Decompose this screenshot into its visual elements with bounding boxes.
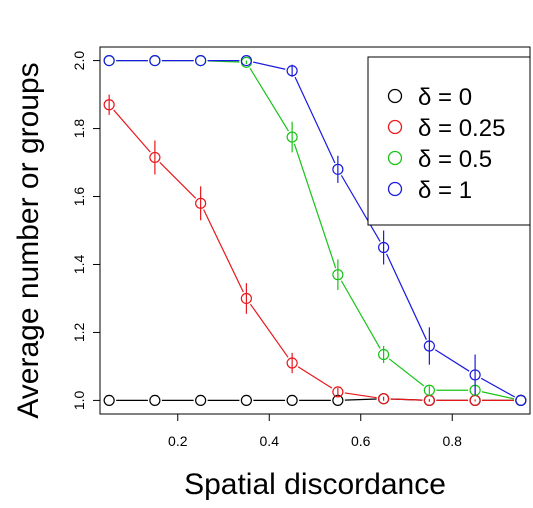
x-axis-title: Spatial discordance [184, 468, 446, 501]
data-point [103, 394, 115, 407]
data-point [515, 394, 527, 407]
data-point [286, 394, 298, 407]
series-line-segment [344, 398, 377, 401]
y-tick-label: 1.6 [71, 187, 87, 207]
series-line-segment [481, 391, 515, 400]
y-tick-label: 1.8 [71, 119, 87, 139]
series-line-segment [388, 358, 425, 387]
series-line-segment [386, 253, 427, 340]
x-axis: 0.2 0.4 0.6 0.8 [168, 414, 462, 449]
legend-marker [387, 88, 403, 104]
legend-marker [387, 150, 403, 166]
data-point [103, 54, 115, 67]
data-point [195, 54, 207, 67]
data-point [332, 386, 344, 398]
plot-border [99, 46, 531, 415]
data-point [469, 369, 481, 381]
series-line-segment [249, 303, 289, 358]
data-point [332, 163, 344, 175]
legend-label: δ = 0.5 [418, 146, 492, 173]
series-line-segment [340, 175, 381, 242]
series-line-segment [297, 366, 333, 389]
series-line-segment [344, 392, 377, 399]
legend-label: δ = 1 [418, 177, 472, 204]
data-point [195, 197, 207, 209]
data-point [195, 394, 207, 407]
series-line-segment [434, 349, 470, 372]
data-point [149, 394, 161, 407]
data-point [332, 269, 344, 281]
data-point [149, 151, 161, 164]
data-point [286, 357, 298, 369]
data-point [286, 65, 298, 77]
data-point [378, 348, 390, 361]
data-point [378, 393, 390, 405]
legend-label: δ = 0 [418, 84, 472, 111]
data-point [423, 340, 435, 352]
data-point [286, 131, 298, 143]
y-tick-label: 1.2 [71, 323, 87, 343]
y-tick-label: 1.4 [71, 255, 87, 275]
series-line-segment [390, 398, 423, 401]
data-point [149, 54, 161, 67]
y-tick-label: 2.0 [71, 51, 87, 71]
series-line-segment [480, 377, 516, 398]
legend: δ = 0 δ = 0.25 δ = 0.5 δ = 1 [367, 56, 531, 226]
x-tick-label: 0.2 [168, 433, 188, 449]
series-line-segment [113, 109, 151, 153]
legend-marker [387, 181, 403, 197]
data-point [378, 241, 390, 254]
series-line-segment [340, 280, 381, 349]
plot-frame [99, 46, 531, 415]
data-point [240, 394, 252, 407]
series-line-segment [203, 209, 244, 293]
series-layer [103, 54, 527, 407]
series-line-segment [253, 61, 286, 70]
series-line-segment [249, 67, 289, 132]
legend-label: δ = 0.25 [418, 115, 505, 142]
data-point [240, 292, 252, 305]
series-line-segment [293, 143, 337, 269]
data-point [103, 99, 115, 111]
legend-box [367, 56, 531, 226]
legend-marker [387, 119, 403, 135]
y-axis: 1.0 1.2 1.4 1.6 1.8 2.0 [71, 51, 100, 410]
x-tick-label: 0.8 [442, 433, 462, 449]
series-line-segment [294, 76, 336, 164]
x-tick-label: 0.6 [351, 433, 371, 449]
x-tick-label: 0.4 [260, 433, 280, 449]
series-3 [103, 54, 527, 407]
series-line-segment [159, 161, 197, 199]
data-point [423, 384, 435, 396]
data-point [240, 54, 252, 67]
y-tick-label: 1.0 [71, 390, 87, 410]
y-axis-title: Average number or groups [12, 62, 45, 418]
